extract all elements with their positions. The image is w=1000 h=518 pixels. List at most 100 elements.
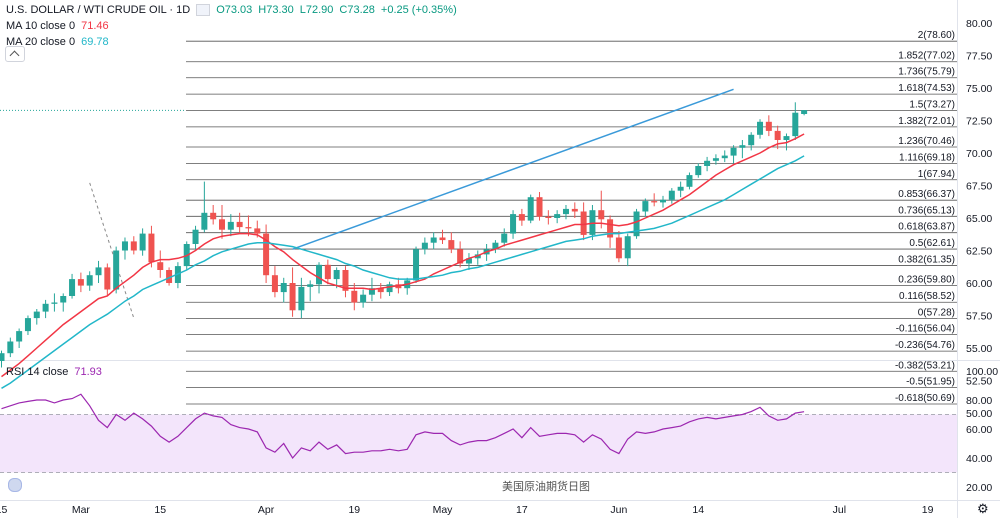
candle-body	[86, 275, 93, 286]
fib-level-label: 1.236(70.46)	[898, 136, 955, 147]
candle-body	[95, 267, 102, 276]
candle-body	[351, 290, 358, 303]
ma10-label: MA 10 close 0	[6, 20, 76, 32]
price-tick-label: 80.00	[966, 18, 992, 30]
candle-body	[227, 221, 234, 230]
time-tick-label: Mar	[72, 504, 91, 516]
symbol-title: U.S. DOLLAR / WTI CRUDE OIL · 1D	[6, 4, 191, 16]
fib-level-label: -0.382(53.21)	[895, 360, 955, 371]
candle-body	[774, 130, 781, 140]
candle-body	[792, 112, 799, 137]
candle-body	[219, 219, 225, 230]
candle-body	[271, 275, 278, 293]
fib-level-label: 0.236(59.80)	[898, 275, 955, 286]
candle-body	[624, 236, 631, 259]
fib-level-label: -0.5(51.95)	[906, 377, 955, 388]
rsi-label: RSI 14 close	[6, 366, 69, 378]
price-tick-label: 67.50	[966, 181, 992, 193]
candle-body	[421, 242, 428, 250]
candle-body	[60, 296, 67, 303]
candle-body	[33, 311, 40, 319]
ohlc-close: C73.28	[339, 4, 375, 16]
candle-body	[510, 214, 517, 234]
fib-level-label: -0.236(54.76)	[895, 340, 955, 351]
price-tick-label: 57.50	[966, 311, 992, 323]
candle-body	[457, 249, 464, 264]
rsi-band	[0, 414, 957, 473]
candle-body	[236, 221, 243, 228]
candle-body	[77, 279, 84, 286]
candle-body	[254, 228, 261, 234]
time-tick-label: 15	[154, 504, 166, 516]
candle-body	[571, 208, 578, 212]
candle-body	[360, 294, 367, 303]
candle-body	[562, 208, 569, 215]
fib-level-label: 2(78.60)	[918, 30, 955, 41]
rsi-line	[1, 393, 805, 460]
fib-level-label: -0.116(56.04)	[896, 323, 955, 334]
rsi-tick-label: 80.00	[966, 395, 992, 407]
candle-body	[730, 147, 737, 156]
flag-icon[interactable]	[196, 4, 211, 17]
settings-gear-icon[interactable]: ⚙	[977, 501, 989, 516]
candle-body	[633, 211, 640, 237]
candle-body	[642, 201, 649, 212]
fib-level-label: 0(57.28)	[918, 307, 955, 318]
fib-level-label: 0.853(66.37)	[898, 189, 955, 200]
fib-level-label: 0.116(58.52)	[899, 291, 955, 302]
candle-body	[695, 166, 702, 176]
time-tick-label: 14	[692, 504, 704, 516]
fib-level-label: 0.736(65.13)	[898, 205, 955, 216]
symbol-legend: U.S. DOLLAR / WTI CRUDE OIL · 1D O73.03 H7…	[6, 4, 463, 17]
candle-body	[7, 341, 14, 354]
candle-body	[615, 237, 622, 259]
time-tick-label: 17	[516, 504, 528, 516]
candle-body	[289, 283, 296, 311]
candle-body	[545, 216, 552, 218]
ma20-value: 69.78	[81, 36, 109, 48]
ohlc-high: H73.30	[258, 4, 294, 16]
candle-body	[536, 197, 543, 217]
price-tick-label: 77.50	[966, 51, 992, 63]
ma10-line	[1, 133, 805, 378]
candle-body	[660, 199, 666, 203]
candle-body	[24, 318, 31, 332]
candle-body	[748, 134, 755, 146]
candle-body	[298, 286, 305, 311]
collapse-legend-button[interactable]	[5, 46, 25, 62]
candle-body	[16, 331, 23, 342]
candle-body	[192, 229, 199, 244]
candle-body	[580, 211, 587, 235]
candle-body	[210, 212, 217, 220]
upper-trendline	[292, 88, 734, 250]
candle-body	[518, 214, 525, 221]
candle-body	[651, 201, 658, 203]
candle-body	[677, 186, 684, 191]
fib-level-label: 1.618(74.53)	[898, 83, 955, 94]
fib-level-label: 1.852(77.02)	[898, 51, 955, 62]
candle-body	[324, 264, 331, 280]
rsi-value: 71.93	[74, 366, 102, 378]
candle-body	[757, 121, 764, 135]
candle-body	[377, 288, 384, 293]
scale-toggle-icon[interactable]	[8, 478, 22, 492]
candle-body	[607, 219, 614, 238]
candle-body	[430, 237, 437, 243]
candle-body	[448, 240, 455, 250]
candle-body	[721, 155, 728, 159]
time-tick-label: Jun	[610, 504, 627, 516]
ohlc-change: +0.25 (+0.35%)	[380, 4, 457, 16]
fib-level-label: 1.736(75.79)	[898, 67, 955, 78]
fib-level-label: 1.5(73.27)	[909, 99, 955, 110]
candle-body	[342, 270, 349, 291]
candle-body	[139, 233, 146, 251]
ma10-legend[interactable]: MA 10 close 0 71.46	[6, 20, 115, 32]
rsi-tick-label: 60.00	[966, 424, 992, 436]
candle-body	[765, 121, 772, 131]
fib-level-label: 0.382(61.35)	[898, 254, 955, 265]
candle-body	[492, 242, 499, 250]
ma20-legend[interactable]: MA 20 close 0 69.78	[6, 36, 115, 48]
price-tick-label: 62.50	[966, 246, 992, 258]
rsi-legend[interactable]: RSI 14 close 71.93	[6, 366, 108, 378]
